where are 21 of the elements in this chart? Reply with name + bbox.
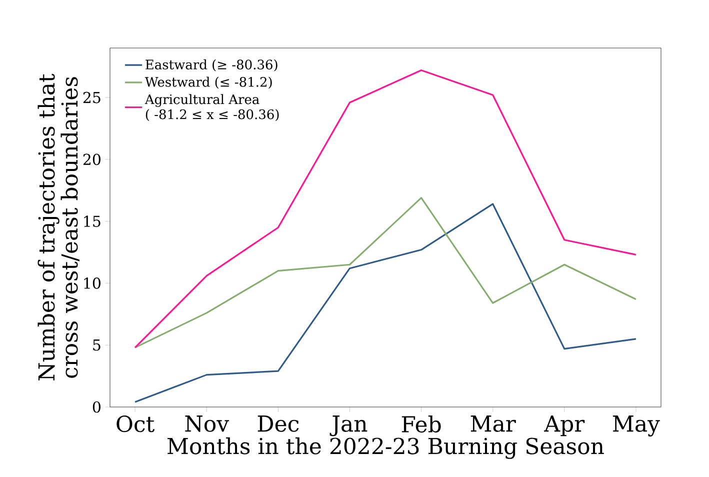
x-tick-label: Nov [185,416,230,432]
y-axis-title: Number of trajectories that cross west/east boundaries [38,74,80,380]
x-tick-label: Jan [330,416,368,436]
x-tick-label: Oct [116,416,154,432]
y-tick-label: 0 [92,401,100,413]
legend-label: Agricultural Area ( -81.2 ≤ x ≤ -80.36) [144,94,279,122]
line-series [134,203,637,403]
legend-label: Eastward (≥ -80.36) [146,59,278,72]
x-tick-label: Feb [402,416,441,433]
y-tick-label: 25 [83,92,100,104]
y-tick-label: 5 [93,340,100,351]
x-tick-label: Mar [470,416,516,432]
x-tick-label: Dec [258,416,299,432]
x-axis-title: Months in the 2022-23 Burning Season [168,437,604,459]
y-tick-label: 15 [84,216,100,227]
legend-label: Westward (≤ -81.2) [144,76,272,89]
y-tick-label: 20 [83,154,100,166]
y-tick-label: 10 [84,278,100,289]
x-tick-label: Apr [544,416,585,436]
line-series [134,196,637,348]
x-tick-label: May [613,416,660,436]
